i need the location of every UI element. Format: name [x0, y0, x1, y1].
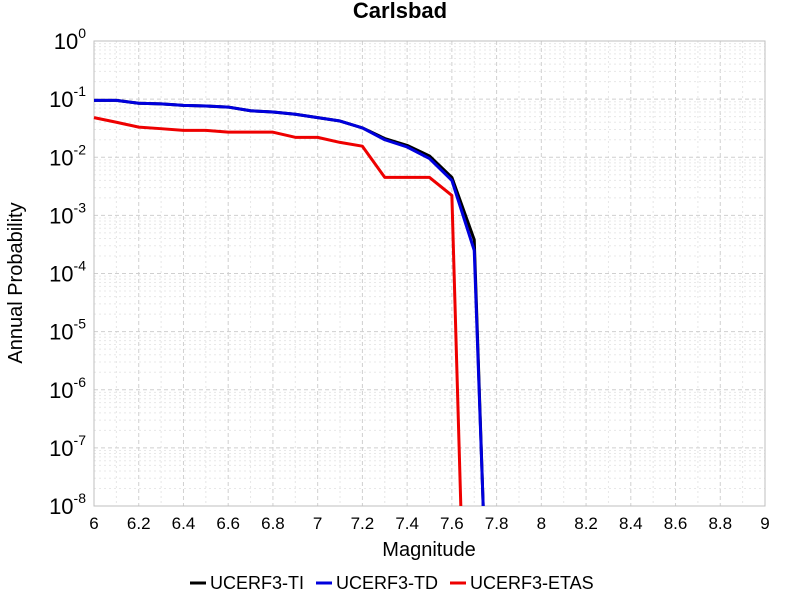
legend-item-ucerf3-etas: UCERF3-ETAS: [450, 573, 594, 593]
x-tick-label: 7.2: [351, 514, 375, 533]
x-axis-ticks: 6 6.2 6.4 6.6 6.8 7 7.2 7.4 7.6 7.8 8 8.2 8.4 8.6 8.8 9: [89, 514, 769, 533]
y-tick-label: 10-6: [49, 374, 86, 403]
x-axis-label: Magnitude: [382, 539, 475, 561]
y-tick-label: 10-5: [49, 316, 86, 345]
legend-item-ucerf3-ti: UCERF3-TI: [190, 573, 304, 593]
x-tick-label: 8.4: [619, 514, 643, 533]
y-tick-label: 10-7: [49, 432, 86, 461]
x-tick-label: 8.2: [574, 514, 598, 533]
x-tick-label: 7.4: [395, 514, 419, 533]
y-axis-ticks: 100 10-1 10-2 10-3 10-4 10-5 10-6 10-7 10-8: [49, 25, 86, 519]
x-tick-label: 7.6: [440, 514, 464, 533]
legend-label: UCERF3-TD: [336, 573, 438, 593]
x-tick-label: 6.6: [216, 514, 240, 533]
x-tick-label: 8.8: [708, 514, 732, 533]
y-tick-label: 10-1: [49, 83, 86, 112]
series-line-ucerf3-etas: [93, 116, 463, 507]
plot-frame: [93, 40, 766, 507]
legend: UCERF3-TI UCERF3-TD UCERF3-ETAS: [190, 573, 594, 593]
x-tick-label: 6.4: [172, 514, 196, 533]
legend-label: UCERF3-ETAS: [470, 573, 594, 593]
y-tick-label: 10-3: [49, 199, 86, 228]
y-tick-label: 10-2: [49, 141, 86, 170]
x-tick-label: 6.8: [261, 514, 285, 533]
x-tick-label: 7: [313, 514, 322, 533]
x-tick-label: 9: [760, 514, 769, 533]
y-tick-label: 10-4: [49, 258, 86, 287]
x-tick-label: 7.8: [485, 514, 509, 533]
chart-title: Carlsbad: [353, 0, 447, 23]
x-tick-label: 6.2: [127, 514, 151, 533]
legend-label: UCERF3-TI: [210, 573, 304, 593]
grid: [93, 41, 766, 507]
y-tick-label: 10-8: [49, 490, 86, 519]
y-axis-label: Annual Probability: [5, 202, 27, 363]
series-layer: [93, 98, 485, 507]
x-tick-label: 6: [89, 514, 98, 533]
series-line-ucerf3-td: [94, 98, 485, 507]
series-line-ucerf3-ti: [94, 98, 485, 507]
legend-item-ucerf3-td: UCERF3-TD: [316, 573, 438, 593]
y-tick-label: 100: [54, 25, 86, 54]
x-tick-label: 8.6: [664, 514, 688, 533]
x-tick-label: 8: [537, 514, 546, 533]
